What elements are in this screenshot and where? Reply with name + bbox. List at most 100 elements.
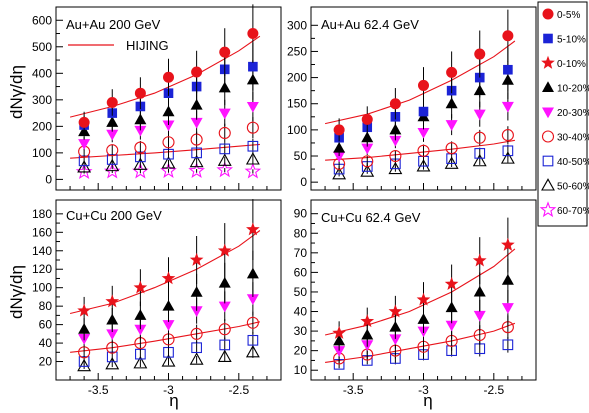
y-tick-label: 300 [287, 18, 307, 32]
data-point [216, 161, 234, 178]
data-point [188, 162, 205, 179]
data-point [361, 113, 373, 125]
data-point [78, 116, 90, 128]
data-point [416, 292, 431, 306]
data-point [134, 141, 147, 154]
data-point [445, 120, 458, 131]
x-tick-label: -3 [163, 383, 174, 397]
legend-marker [539, 201, 557, 218]
y-tick-label: 100 [32, 146, 52, 160]
data-point [501, 274, 514, 285]
y-tick-label: 50 [294, 149, 308, 163]
data-point [360, 314, 375, 328]
legend-marker [542, 8, 554, 20]
legend: 0-5% 5-10% 0-10% 10-20% 20-30% 30-40% 40-50% 50… [537, 1, 589, 227]
y-tick-label: 10 [294, 363, 308, 377]
data-point [162, 120, 175, 132]
data-point [218, 276, 231, 288]
series [77, 344, 260, 372]
hijing-legend-label: HIJING [126, 38, 169, 53]
data-point [244, 162, 262, 179]
y-tick-label: 600 [32, 13, 52, 27]
x-tick-label: -3.5 [343, 383, 364, 397]
y-tick-label: 100 [287, 123, 307, 137]
x-axis-label-left: η [169, 391, 178, 410]
series [77, 199, 260, 325]
data-point [389, 98, 401, 110]
panel-title: Au+Au 62.4 GeV [321, 17, 419, 32]
data-point [106, 96, 118, 108]
hijing-curve [324, 40, 516, 125]
data-point [219, 339, 231, 351]
data-point [388, 304, 403, 318]
y-tick-label: 200 [32, 119, 52, 133]
series [78, 91, 259, 151]
legend-marker [541, 55, 555, 69]
legend-label: 10-20% [557, 84, 589, 95]
data-point [163, 71, 174, 83]
data-point [162, 136, 175, 149]
data-point [78, 323, 91, 334]
data-point [133, 356, 148, 369]
data-point [160, 162, 177, 178]
data-point [190, 286, 203, 297]
data-point [106, 144, 119, 157]
legend-marker [541, 178, 555, 191]
data-point [502, 339, 514, 351]
y-tick-label: 20 [294, 344, 308, 358]
panel-2: 0 50 100 150 200 250 300 Au+Au 62.4 GeV [287, 6, 537, 191]
data-point [189, 352, 204, 365]
panels: 0 100 200 300 400 500 600 Au+Au 200 GeV HIJING 0 5… [32, 4, 537, 397]
data-point [219, 143, 231, 155]
data-point [218, 301, 231, 313]
legend-label: 60-70% [557, 206, 589, 217]
data-point [161, 156, 176, 169]
data-point [190, 117, 203, 129]
data-point [105, 294, 120, 308]
legend-label: 0-5% [557, 10, 580, 21]
y-tick-label: 200 [287, 71, 307, 85]
data-point [389, 149, 402, 163]
panel-title: Cu+Cu 200 GeV [66, 208, 162, 223]
data-point [473, 310, 486, 322]
data-point [245, 152, 260, 165]
data-point [417, 144, 430, 157]
y-tick-label: 20 [39, 355, 53, 369]
y-axis-label-top: dNγ/dη [7, 65, 26, 119]
data-point [472, 153, 487, 167]
y-tick-label: 500 [32, 40, 52, 54]
data-point [503, 64, 513, 75]
hijing-curve [325, 322, 516, 363]
y-axis-label-bottom: dNγ/dη [7, 265, 26, 319]
data-point [218, 126, 231, 140]
data-point [501, 237, 515, 251]
legend-marker [542, 155, 554, 167]
legend-marker [542, 81, 554, 92]
legend-label: 0-10% [557, 59, 586, 70]
data-point [333, 124, 345, 136]
data-point [190, 98, 203, 110]
legend-label: 30-40% [557, 133, 589, 144]
series [333, 126, 514, 170]
data-point [218, 323, 231, 336]
y-tick-label: 0 [300, 175, 307, 189]
data-point [474, 48, 486, 60]
y-tick-label: 80 [294, 226, 308, 240]
x-tick-label: -2.5 [228, 383, 249, 397]
data-point [502, 145, 514, 157]
data-point [217, 153, 232, 166]
data-point [446, 66, 458, 78]
data-point [218, 108, 231, 120]
y-tick-label: 140 [32, 244, 52, 258]
data-point [501, 303, 514, 314]
data-point [246, 222, 260, 236]
data-point [189, 252, 204, 266]
data-point [246, 294, 259, 305]
data-point [162, 320, 175, 331]
data-point [217, 349, 232, 362]
hijing-curve [70, 321, 261, 353]
data-point [246, 267, 259, 279]
panel-1: 0 100 200 300 400 500 600 Au+Au 200 GeV HIJING [32, 4, 282, 191]
data-point [247, 28, 259, 40]
